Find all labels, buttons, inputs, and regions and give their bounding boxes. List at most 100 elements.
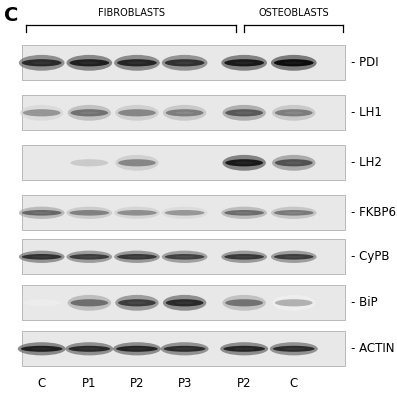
Ellipse shape (275, 299, 313, 306)
FancyBboxPatch shape (22, 46, 345, 80)
Ellipse shape (163, 295, 206, 311)
Ellipse shape (67, 295, 111, 311)
Ellipse shape (275, 109, 313, 116)
Ellipse shape (174, 348, 195, 350)
Ellipse shape (79, 62, 99, 64)
Ellipse shape (67, 55, 112, 71)
Ellipse shape (69, 59, 109, 66)
Ellipse shape (225, 299, 263, 306)
Ellipse shape (220, 342, 268, 355)
Text: C: C (290, 377, 298, 390)
Ellipse shape (32, 256, 52, 258)
Ellipse shape (162, 207, 207, 219)
Ellipse shape (175, 112, 194, 114)
Ellipse shape (284, 112, 303, 114)
Ellipse shape (271, 251, 316, 263)
Ellipse shape (19, 251, 64, 263)
Ellipse shape (275, 159, 313, 166)
Ellipse shape (234, 62, 254, 64)
Ellipse shape (127, 302, 146, 304)
Ellipse shape (22, 254, 62, 260)
Ellipse shape (166, 109, 204, 116)
Ellipse shape (32, 212, 52, 214)
Ellipse shape (114, 207, 160, 219)
Ellipse shape (274, 210, 314, 216)
Ellipse shape (117, 210, 157, 216)
Ellipse shape (274, 59, 314, 66)
Ellipse shape (225, 159, 263, 166)
Ellipse shape (165, 254, 204, 260)
Text: OSTEOBLASTS: OSTEOBLASTS (258, 8, 329, 18)
Text: - LH2: - LH2 (351, 156, 382, 169)
Ellipse shape (80, 112, 99, 114)
Ellipse shape (222, 105, 266, 121)
Ellipse shape (117, 254, 157, 260)
Ellipse shape (67, 251, 112, 263)
Ellipse shape (114, 251, 160, 263)
Ellipse shape (115, 155, 159, 171)
Ellipse shape (23, 299, 60, 306)
Text: - CyPB: - CyPB (351, 250, 390, 263)
Ellipse shape (234, 256, 254, 258)
Ellipse shape (270, 342, 318, 355)
Ellipse shape (283, 348, 304, 350)
Text: - LH1: - LH1 (351, 106, 382, 119)
Text: C: C (4, 6, 18, 25)
Ellipse shape (32, 62, 52, 64)
Ellipse shape (165, 210, 204, 216)
Ellipse shape (284, 212, 304, 214)
Ellipse shape (19, 207, 64, 219)
Ellipse shape (165, 59, 204, 66)
Ellipse shape (272, 155, 316, 171)
Text: - ACTIN: - ACTIN (351, 342, 395, 355)
Ellipse shape (113, 342, 161, 355)
Ellipse shape (116, 346, 158, 352)
Ellipse shape (23, 109, 60, 116)
Text: P1: P1 (82, 377, 96, 390)
Ellipse shape (117, 59, 157, 66)
Ellipse shape (127, 62, 147, 64)
Ellipse shape (272, 105, 316, 121)
Ellipse shape (162, 251, 207, 263)
Ellipse shape (271, 55, 316, 71)
Ellipse shape (274, 254, 314, 260)
Ellipse shape (69, 210, 109, 216)
Ellipse shape (235, 112, 254, 114)
Ellipse shape (22, 210, 62, 216)
Ellipse shape (224, 59, 264, 66)
Ellipse shape (222, 295, 266, 311)
Text: - PDI: - PDI (351, 56, 379, 69)
Ellipse shape (161, 342, 208, 355)
Ellipse shape (222, 55, 267, 71)
Ellipse shape (127, 348, 147, 350)
Ellipse shape (284, 162, 303, 164)
Ellipse shape (118, 159, 156, 166)
Ellipse shape (66, 342, 113, 355)
Text: - FKBP65: - FKBP65 (351, 206, 397, 219)
Ellipse shape (223, 346, 265, 352)
FancyBboxPatch shape (22, 96, 345, 130)
Ellipse shape (79, 348, 100, 350)
Ellipse shape (115, 295, 159, 311)
Ellipse shape (20, 105, 64, 121)
Ellipse shape (71, 299, 108, 306)
Ellipse shape (271, 207, 316, 219)
Ellipse shape (284, 256, 304, 258)
Text: C: C (38, 377, 46, 390)
Ellipse shape (67, 207, 112, 219)
Ellipse shape (284, 62, 304, 64)
Ellipse shape (234, 212, 254, 214)
Ellipse shape (118, 109, 156, 116)
Ellipse shape (21, 346, 62, 352)
Ellipse shape (19, 55, 64, 71)
Ellipse shape (166, 299, 204, 306)
Text: P2: P2 (130, 377, 144, 390)
Ellipse shape (222, 155, 266, 171)
Ellipse shape (79, 256, 99, 258)
Ellipse shape (164, 346, 206, 352)
Ellipse shape (273, 346, 314, 352)
Text: P3: P3 (177, 377, 192, 390)
Ellipse shape (162, 55, 207, 71)
FancyBboxPatch shape (22, 146, 345, 180)
Ellipse shape (175, 302, 194, 304)
